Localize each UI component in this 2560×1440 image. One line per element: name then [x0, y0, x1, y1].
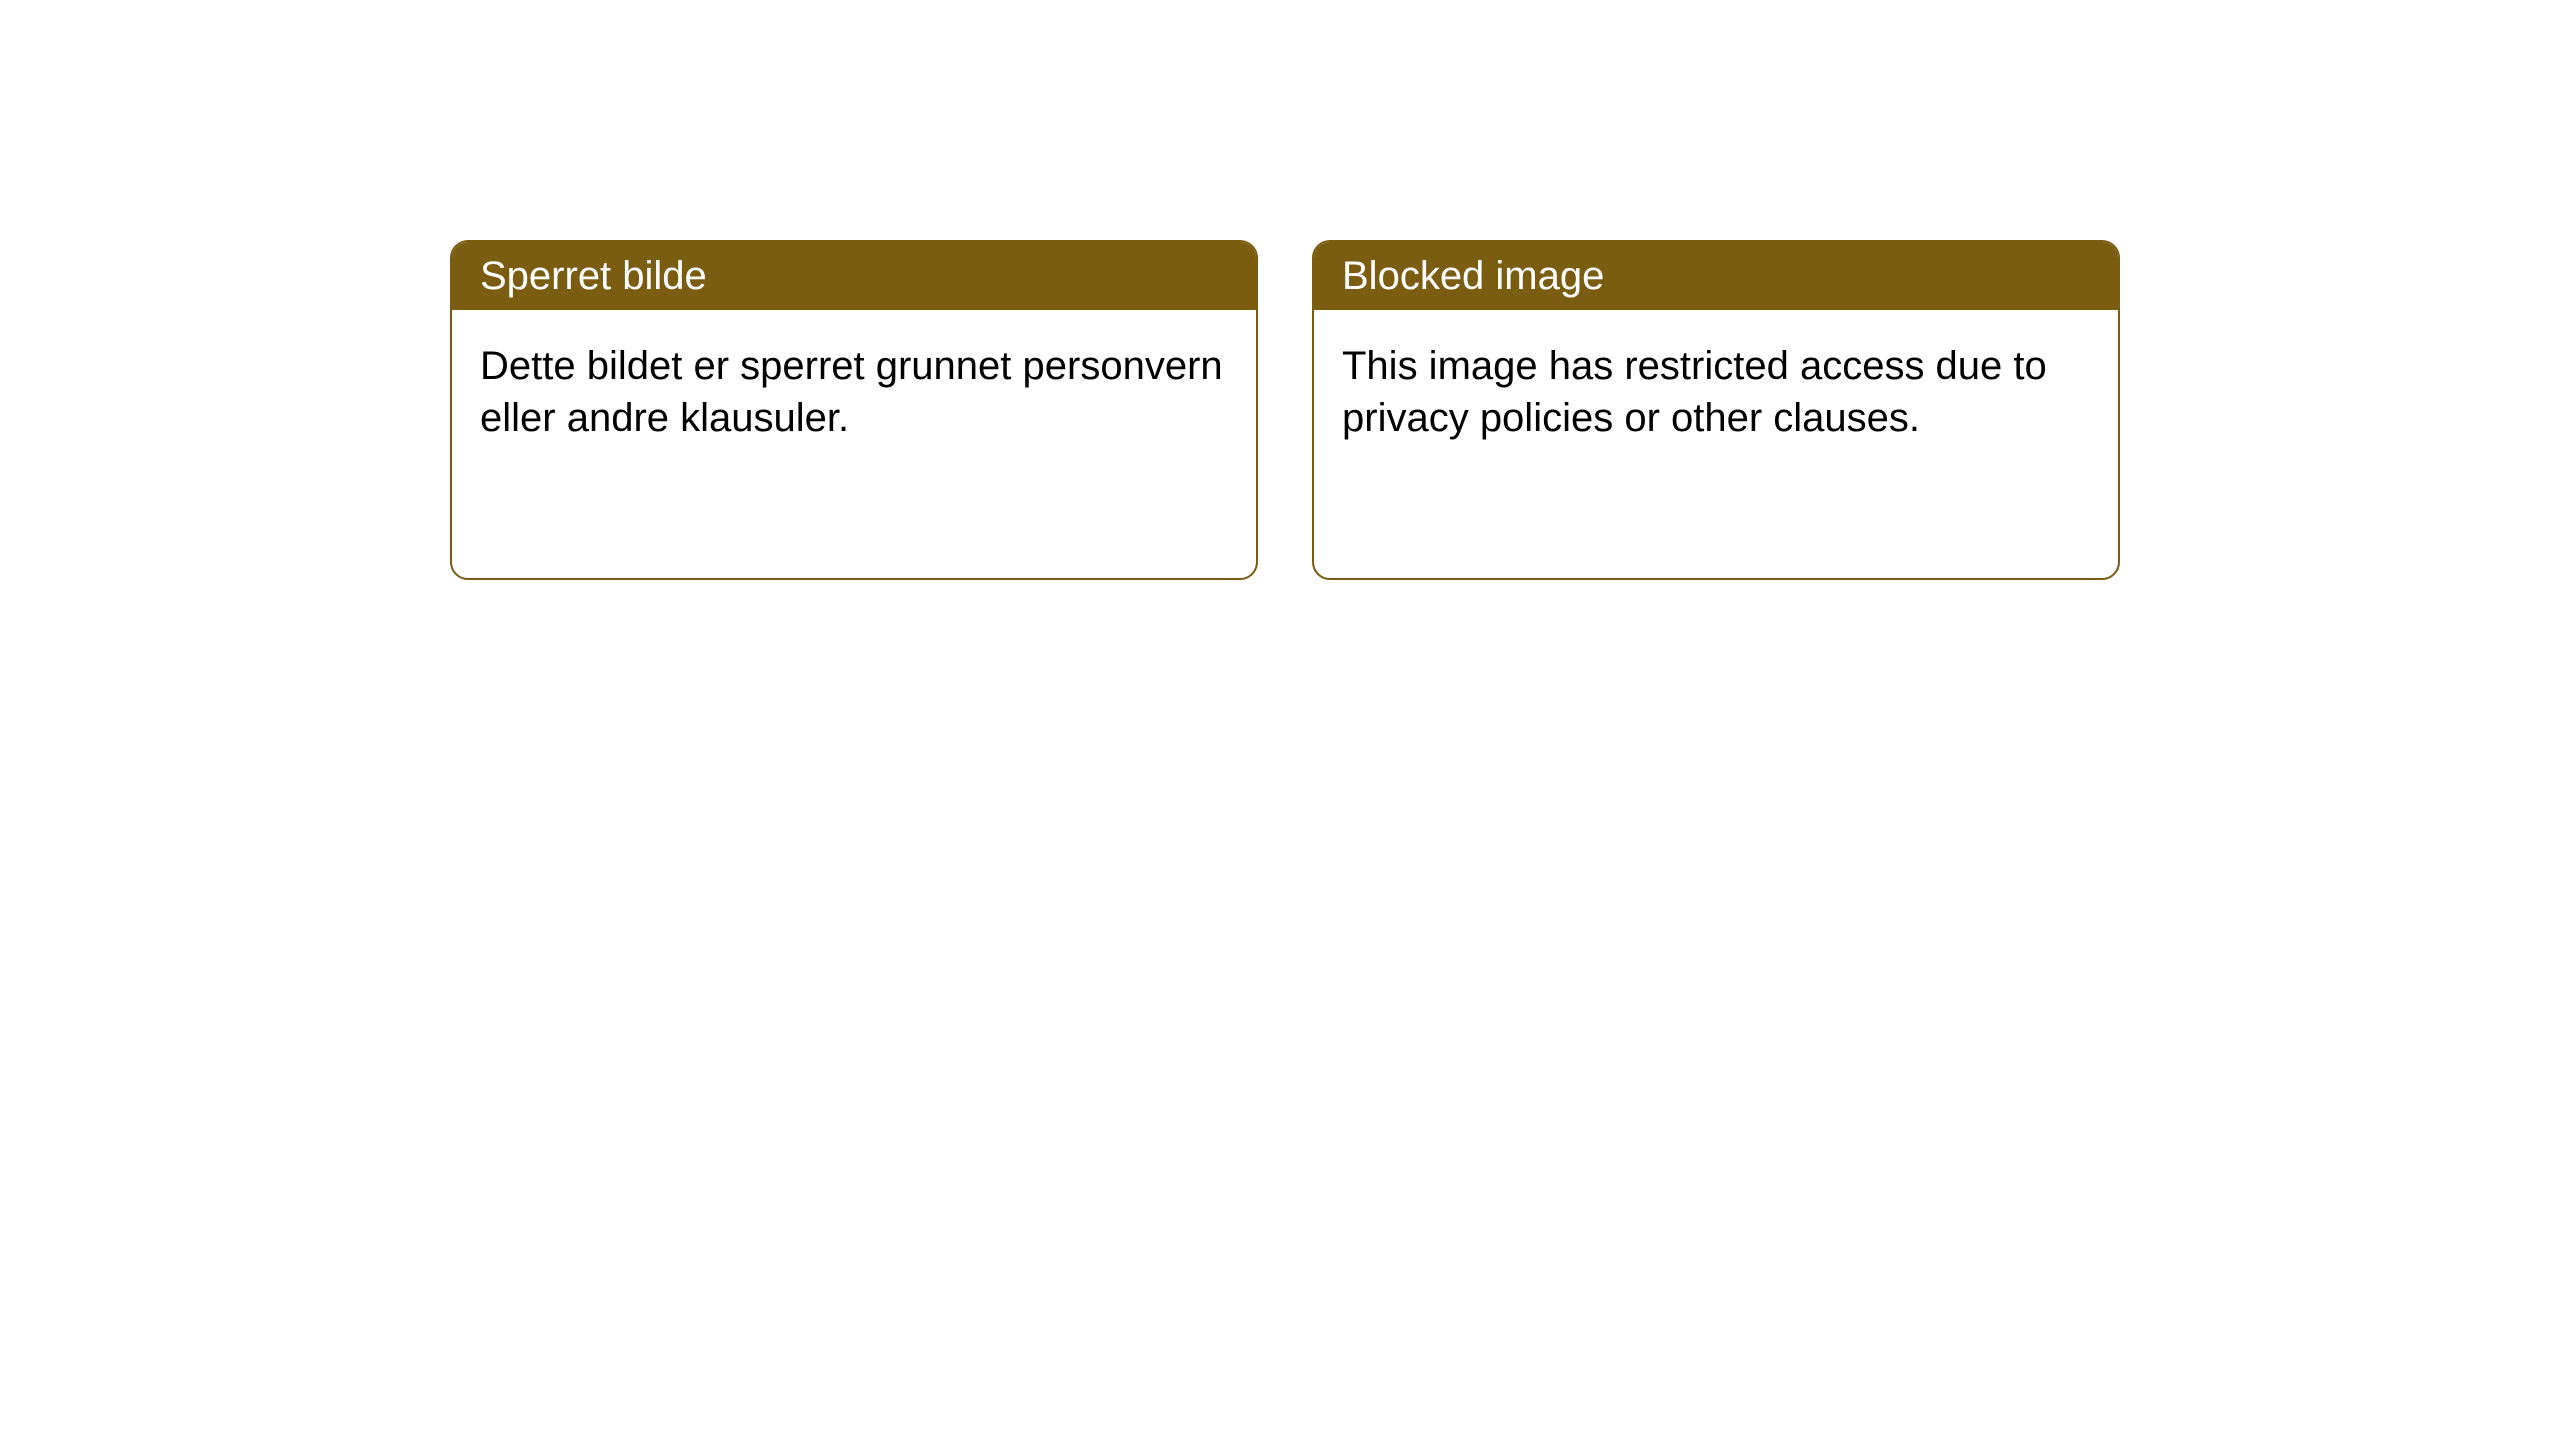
card-header: Sperret bilde — [452, 242, 1256, 310]
card-body: This image has restricted access due to … — [1314, 310, 2118, 474]
card-title: Sperret bilde — [480, 254, 707, 298]
card-header: Blocked image — [1314, 242, 2118, 310]
card-title: Blocked image — [1342, 254, 1604, 298]
blocked-image-notice-en: Blocked image This image has restricted … — [1312, 240, 2120, 580]
blocked-image-notice-no: Sperret bilde Dette bildet er sperret gr… — [450, 240, 1258, 580]
card-message: This image has restricted access due to … — [1342, 344, 2047, 440]
notice-container: Sperret bilde Dette bildet er sperret gr… — [0, 0, 2560, 580]
card-body: Dette bildet er sperret grunnet personve… — [452, 310, 1256, 474]
card-message: Dette bildet er sperret grunnet personve… — [480, 344, 1223, 440]
